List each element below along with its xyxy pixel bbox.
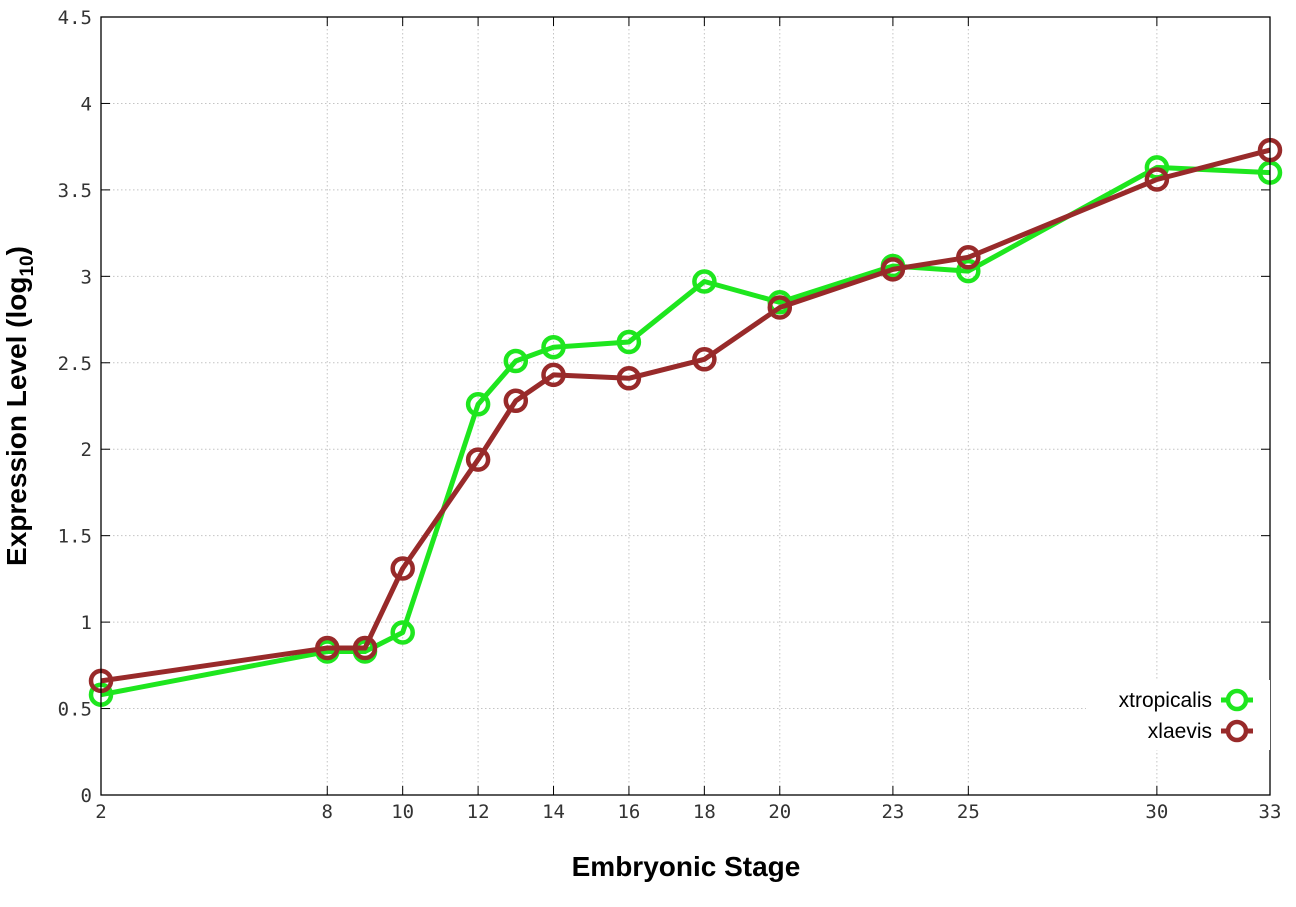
series-line-xtropicalis (100, 164, 1271, 698)
x-axis-title: Embryonic Stage (572, 851, 801, 882)
x-tick-label: 30 (1145, 801, 1168, 823)
data-point-xlaevis (541, 362, 566, 388)
x-tick-label: 25 (957, 801, 980, 823)
y-tick-label: 2.5 (58, 353, 92, 375)
y-tick-label: 1 (81, 612, 92, 634)
y-ticks: 0 0.5 1 1.5 2 2.5 3 3.5 4 4.5 (58, 7, 1270, 807)
x-tick-label: 23 (881, 801, 904, 823)
data-point-xtropicalis (956, 258, 981, 284)
y-tick-label: 3.5 (58, 180, 92, 202)
legend: xtropicalis xlaevis (1086, 680, 1270, 750)
y-tick-label: 4.5 (58, 7, 92, 29)
data-point-xtropicalis (692, 269, 717, 294)
legend-label-xlaevis: xlaevis (1148, 720, 1212, 743)
data-point-xtropicalis (390, 620, 415, 645)
y-tick-label: 4 (81, 93, 92, 115)
legend-marker-xtropicalis (1225, 688, 1249, 712)
x-tick-label: 8 (322, 801, 333, 823)
series-line-xlaevis (100, 147, 1271, 684)
y-tick-label: 3 (81, 266, 92, 288)
plot-frame (100, 16, 1271, 796)
x-tick-label: 33 (1259, 801, 1282, 823)
legend-marker-xlaevis (1225, 719, 1249, 743)
y-axis-title-subscript: 10 (17, 255, 38, 276)
data-point-xlaevis (692, 347, 717, 372)
data-point-xtropicalis (503, 348, 529, 374)
data-point-xtropicalis (541, 334, 566, 360)
grid (101, 17, 1270, 795)
data-point-xlaevis (616, 366, 642, 391)
x-tick-label: 18 (693, 801, 716, 823)
data-point-xlaevis (465, 447, 491, 472)
data-point-xlaevis (315, 635, 340, 661)
x-tick-label: 2 (95, 801, 106, 823)
x-ticks: 2 8 10 12 14 16 18 20 23 25 30 33 (95, 17, 1281, 823)
legend-label-xtropicalis: xtropicalis (1119, 689, 1212, 712)
data-point-xtropicalis (616, 329, 642, 355)
x-tick-label: 14 (542, 801, 565, 823)
y-axis-title-main: Expression Level (log (1, 277, 32, 566)
data-point-xlaevis (880, 257, 906, 282)
data-point-xlaevis (390, 556, 415, 581)
series (88, 137, 1283, 707)
data-point-xlaevis (956, 245, 981, 270)
x-tick-label: 10 (391, 801, 414, 823)
y-axis-title-close: ) (1, 246, 32, 255)
data-point-xlaevis (1144, 167, 1170, 192)
x-tick-label: 20 (768, 801, 791, 823)
y-axis-title: Expression Level (log10) (1, 246, 38, 566)
y-tick-label: 0 (81, 785, 92, 807)
x-tick-label: 12 (467, 801, 490, 823)
x-tick-label: 16 (617, 801, 640, 823)
data-point-xlaevis (767, 295, 793, 320)
data-point-xlaevis (503, 388, 529, 414)
y-tick-label: 2 (81, 439, 92, 461)
y-tick-label: 0.5 (58, 699, 92, 721)
y-tick-label: 1.5 (58, 526, 92, 548)
data-point-xtropicalis (465, 392, 491, 417)
data-point-xlaevis (352, 635, 378, 661)
